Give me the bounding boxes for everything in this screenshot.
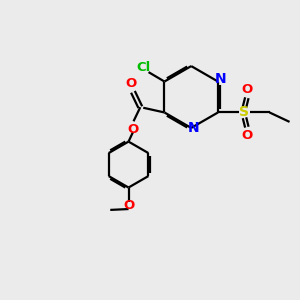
Text: N: N — [188, 121, 200, 135]
Text: Cl: Cl — [136, 61, 150, 74]
Text: O: O — [241, 83, 253, 96]
Text: N: N — [214, 72, 226, 86]
Text: O: O — [123, 199, 134, 212]
Text: O: O — [127, 123, 139, 136]
Text: S: S — [239, 106, 250, 119]
Text: O: O — [125, 77, 136, 90]
Text: O: O — [241, 129, 253, 142]
